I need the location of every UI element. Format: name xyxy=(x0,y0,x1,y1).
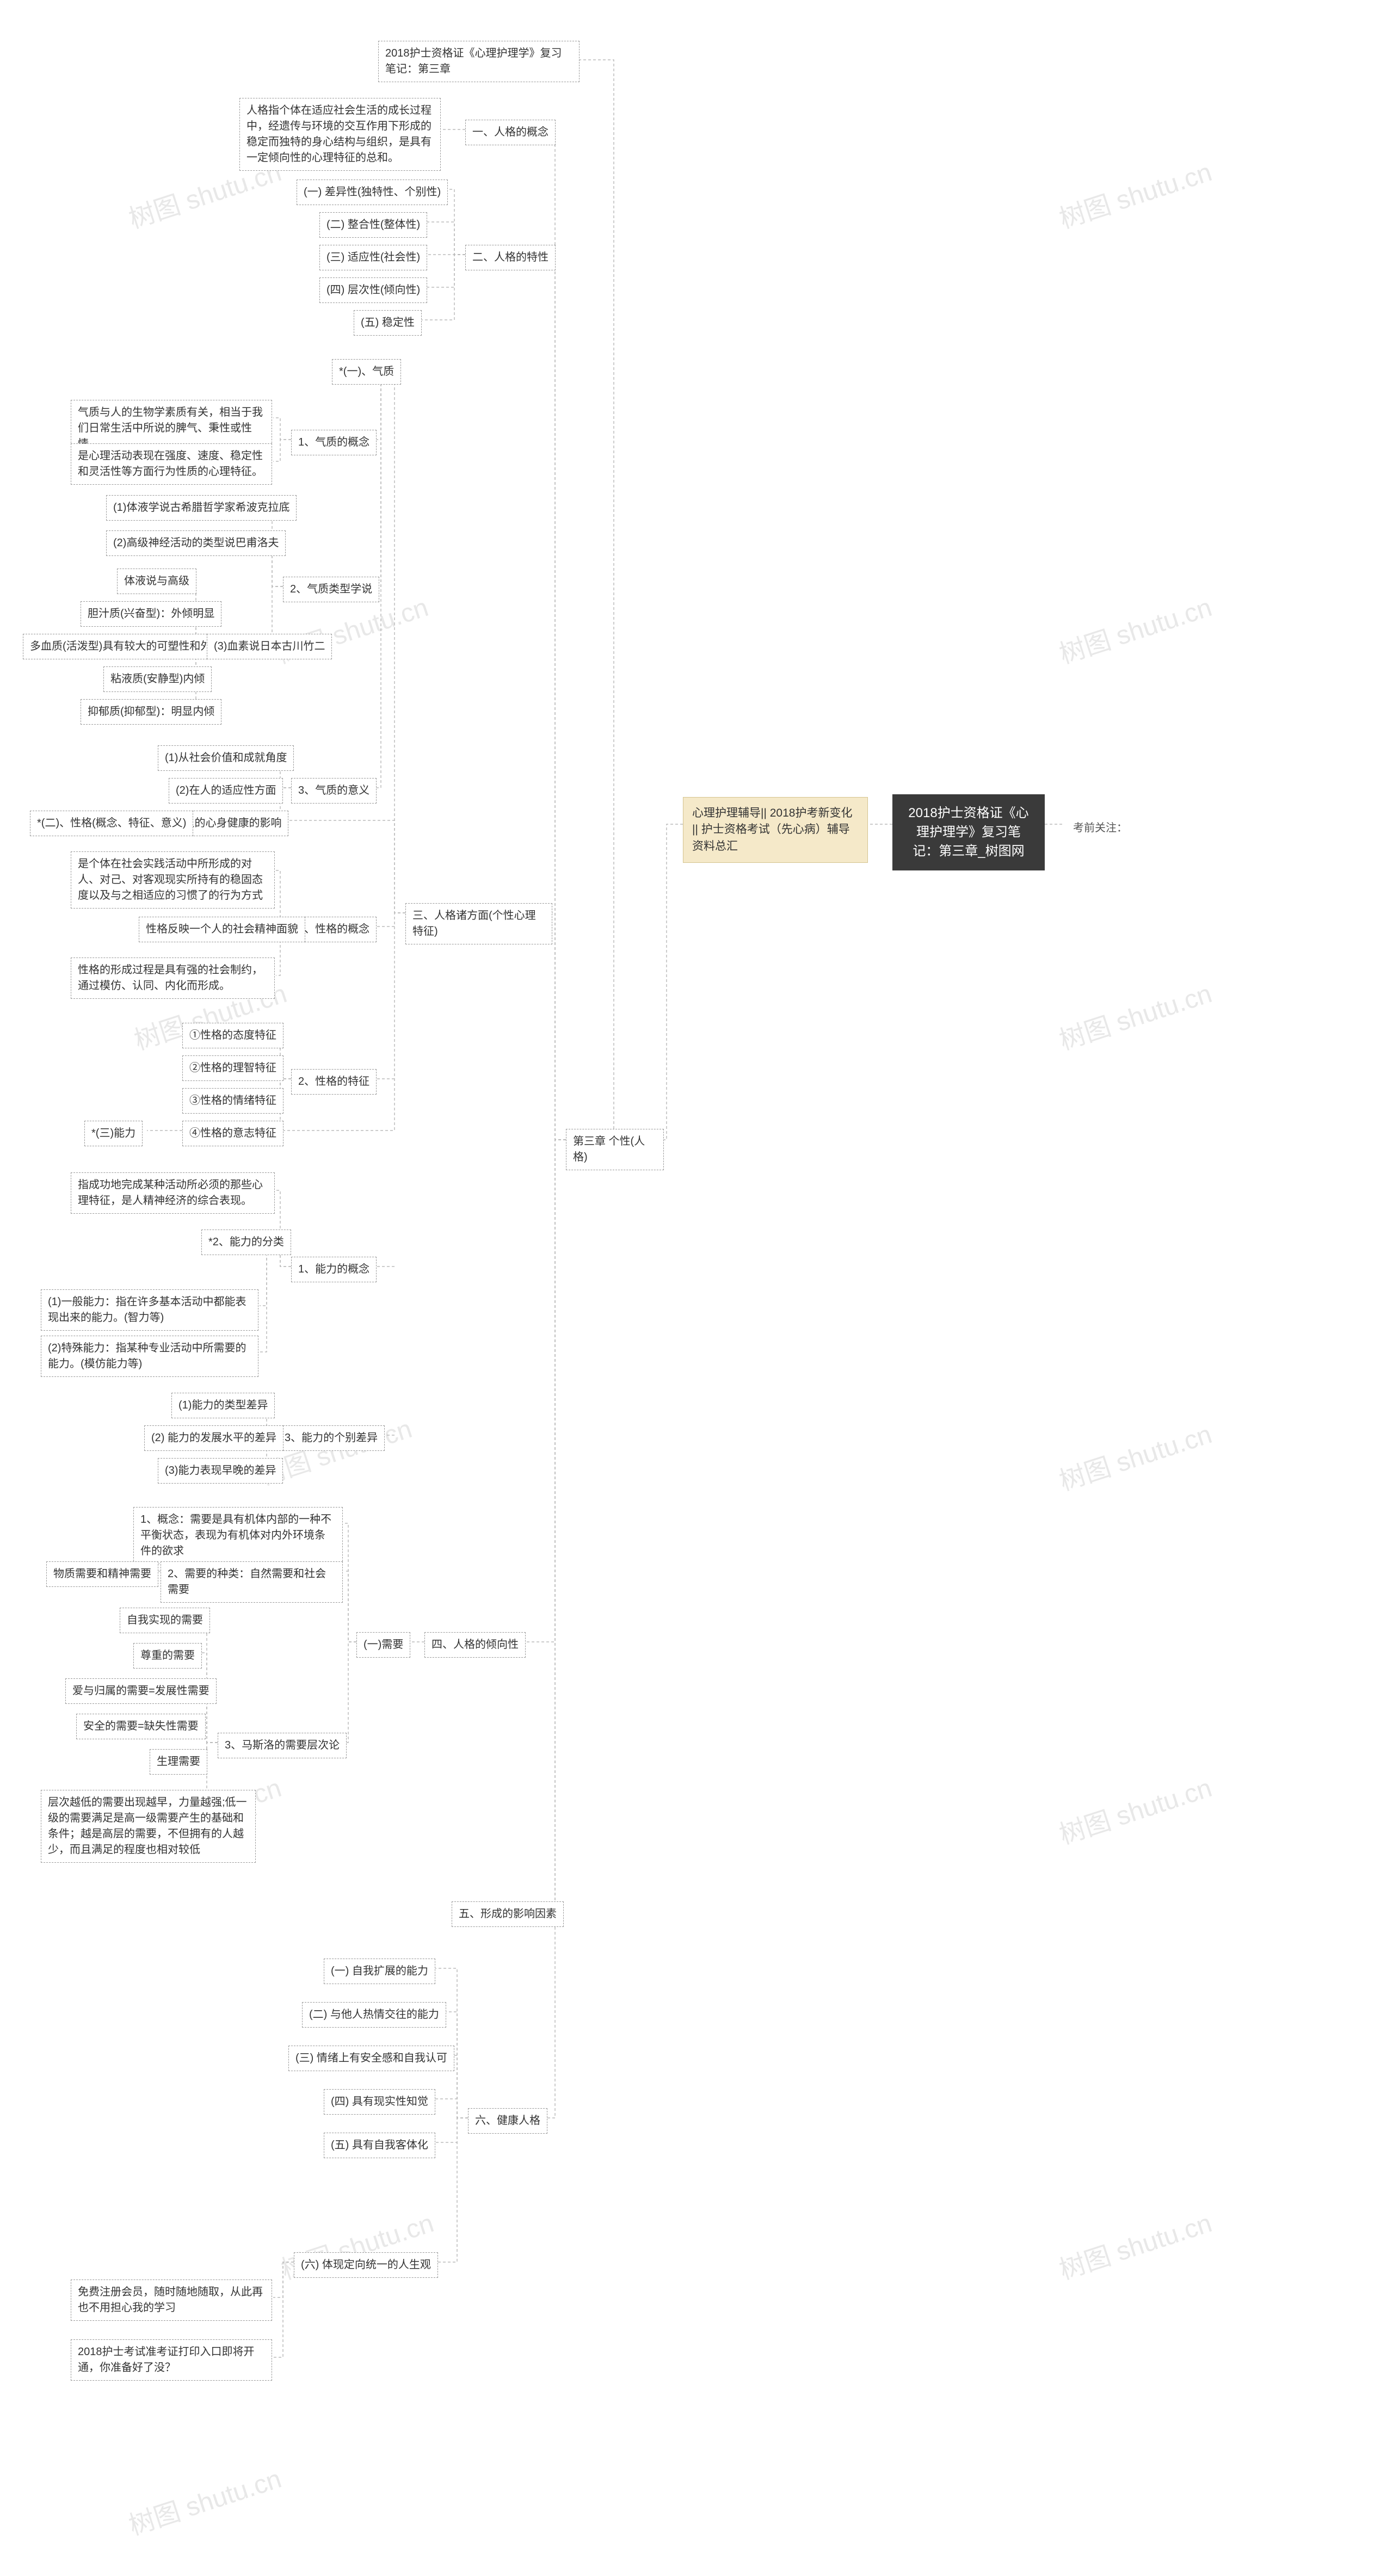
s4-sub0-c3-item: 安全的需要=缺失性需要 xyxy=(76,1714,206,1739)
watermark: 树图 shutu.cn xyxy=(1053,586,1216,671)
s3-sub2-c1-head: 1、能力的概念 xyxy=(291,1257,377,1282)
s3-sub0-c2-item: 体液说与高级 xyxy=(117,569,196,594)
s5-head: 五、形成的影响因素 xyxy=(452,1901,564,1927)
s3-sub0-head: *(一)、气质 xyxy=(332,359,401,385)
s6-head: 六、健康人格 xyxy=(468,2108,547,2134)
level1-node: 心理护理辅导|| 2018护考新变化 || 护士资格考试（先心病）辅导资料总汇 xyxy=(683,797,868,863)
watermark: 树图 shutu.cn xyxy=(1053,151,1216,236)
s4-sub0-c3-item: 爱与归属的需要=发展性需要 xyxy=(65,1678,217,1704)
s3-sub2-c3-item: (3)能力表现早晚的差异 xyxy=(158,1458,283,1484)
s6-footer: 免费注册会员，随时随地随取，从此再也不用担心我的学习 xyxy=(71,2280,272,2321)
s3-sub2-c2-item: (1)一般能力：指在许多基本活动中都能表现出来的能力。(智力等) xyxy=(41,1289,258,1331)
s3-sub1-c1-item: 性格的形成过程是具有强的社会制约，通过模仿、认同、内化而形成。 xyxy=(71,957,275,999)
s6-item: (六) 体现定向统一的人生观 xyxy=(294,2252,438,2278)
s3-sub0-c2-item: (3)血素说日本古川竹二 xyxy=(207,634,332,659)
s4-sub0-c2-head: 2、需要的种类：自然需要和社会需要 xyxy=(161,1561,343,1603)
s3-sub0-c2-item: 抑郁质(抑郁型)：明显内倾 xyxy=(81,699,221,725)
s4-sub0-c1: 1、概念：需要是具有机体内部的一种不平衡状态，表现为有机体对内外环境条件的欲求 xyxy=(133,1507,343,1564)
s4-sub0-c2-left: 物质需要和精神需要 xyxy=(46,1561,158,1587)
s4-sub0-c3-item: 层次越低的需要出现越早，力量越强;低一级的需要满足是高一级需要产生的基础和条件；… xyxy=(41,1790,256,1863)
s2-item: (二) 整合性(整体性) xyxy=(319,212,427,238)
watermark: 树图 shutu.cn xyxy=(1053,1766,1216,1851)
s6-item: (四) 具有现实性知觉 xyxy=(324,2089,435,2115)
root-node: 2018护士资格证《心理护理学》复习笔记：第三章_树图网 xyxy=(892,794,1045,870)
watermark: 树图 shutu.cn xyxy=(1053,972,1216,1057)
s4-sub0-c3-item: 生理需要 xyxy=(150,1749,207,1775)
s6-footer: 2018护士考试准考证打印入口即将开通，你准备好了没？ xyxy=(71,2339,272,2381)
s3-sub1-c1-item: 性格反映一个人的社会精神面貌 xyxy=(139,917,305,942)
s3-sub2-c2-head: *2、能力的分类 xyxy=(201,1230,291,1255)
s2-head: 二、人格的特性 xyxy=(465,245,556,270)
s3-sub1-c2-item: ③性格的情绪特征 xyxy=(182,1088,283,1114)
s2-item: (五) 稳定性 xyxy=(354,310,422,336)
watermark: 树图 shutu.cn xyxy=(1053,2202,1216,2287)
chapter-node: 第三章 个性(人格) xyxy=(566,1129,664,1170)
connectors xyxy=(0,0,1393,2576)
s3-sub2-head: *(三)能力 xyxy=(84,1121,143,1146)
s4-head: 四、人格的倾向性 xyxy=(424,1632,526,1658)
s3-sub2-c2-item: (2)特殊能力：指某种专业活动中所需要的能力。(模仿能力等) xyxy=(41,1336,258,1377)
s3-sub1-c2-head: 2、性格的特征 xyxy=(291,1069,377,1095)
s3-sub0-c3-item: (1)从社会价值和成就角度 xyxy=(158,745,294,771)
s3-sub2-c1-item: 指成功地完成某种活动所必须的那些心理特征，是人精神经济的综合表现。 xyxy=(71,1172,275,1214)
s2-item: (四) 层次性(倾向性) xyxy=(319,277,427,303)
s3-sub0-c2-item: (2)高级神经活动的类型说巴甫洛夫 xyxy=(106,530,286,556)
s3-sub1-c2-item: ②性格的理智特征 xyxy=(182,1055,283,1081)
s3-sub2-c3-head: 3、能力的个别差异 xyxy=(278,1425,385,1451)
s3-sub0-c3-head: 3、气质的意义 xyxy=(291,778,377,804)
right-side-note: 考前关注： xyxy=(1067,816,1134,841)
s4-sub0-c3-item: 自我实现的需要 xyxy=(120,1608,210,1633)
watermark: 树图 shutu.cn xyxy=(123,2457,285,2542)
s6-item: (五) 具有自我客体化 xyxy=(324,2133,435,2158)
s6-item: (一) 自我扩展的能力 xyxy=(324,1959,435,1984)
s4-sub0-c3-head: 3、马斯洛的需要层次论 xyxy=(218,1733,347,1758)
s3-sub1-c2-item: ①性格的态度特征 xyxy=(182,1023,283,1048)
s3-sub1-c1-item: 是个体在社会实践活动中所形成的对人、对己、对客观现实所持有的稳固态度以及与之相适… xyxy=(71,851,275,909)
s6-item: (三) 情绪上有安全感和自我认可 xyxy=(288,2046,454,2071)
s2-item: (三) 适应性(社会性) xyxy=(319,245,427,270)
s3-sub0-c2-item: 粘液质(安静型)内倾 xyxy=(103,666,212,692)
s3-sub0-c2-head: 2、气质类型学说 xyxy=(283,577,379,602)
s3-sub2-c3-item: (2) 能力的发展水平的差异 xyxy=(144,1425,283,1451)
s4-sub0-c3-item: 尊重的需要 xyxy=(133,1643,202,1669)
s3-sub0-c1-head: 1、气质的概念 xyxy=(291,430,377,455)
s1-body: 人格指个体在适应社会生活的成长过程中，经遗传与环境的交互作用下形成的稳定而独特的… xyxy=(239,98,441,171)
s4-sub0-head: (一)需要 xyxy=(356,1632,410,1658)
s3-sub1-head: *(二)、性格(概念、特征、意义) xyxy=(30,811,193,836)
s3-sub0-c3-item: (2)在人的适应性方面 xyxy=(169,778,283,804)
s3-sub1-c2-item: ④性格的意志特征 xyxy=(182,1121,283,1146)
s3-sub0-c2-item: (1)体液学说古希腊哲学家希波克拉底 xyxy=(106,495,297,521)
s3-sub0-c1-item: 是心理活动表现在强度、速度、稳定性和灵活性等方面行为性质的心理特征。 xyxy=(71,443,272,485)
s6-item: (二) 与他人热情交往的能力 xyxy=(302,2002,446,2028)
watermark: 树图 shutu.cn xyxy=(1053,1413,1216,1498)
s3-sub0-c2-item: 胆汁质(兴奋型)：外倾明显 xyxy=(81,601,221,627)
s2-item: (一) 差异性(独特性、个别性) xyxy=(297,180,448,205)
s1-head: 一、人格的概念 xyxy=(465,120,556,145)
s3-sub2-c3-item: (1)能力的类型差异 xyxy=(171,1393,275,1418)
s3-head: 三、人格诸方面(个性心理特征) xyxy=(405,903,552,944)
chapter-title-top: 2018护士资格证《心理护理学》复习笔记：第三章 xyxy=(378,41,580,82)
